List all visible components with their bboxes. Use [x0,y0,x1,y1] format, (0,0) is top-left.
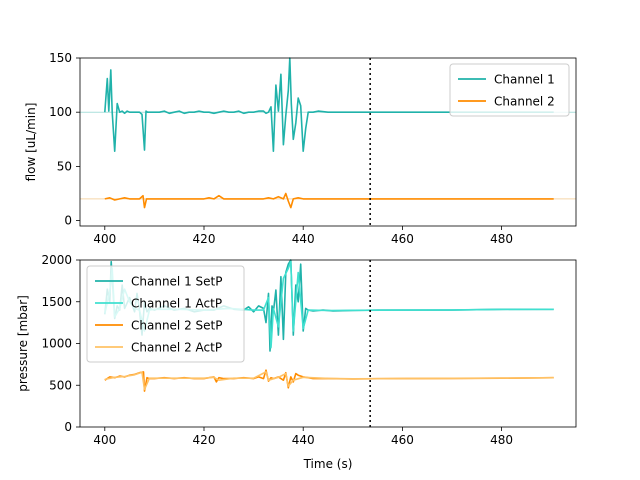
pressure-y-tick-label: 1500 [41,295,72,309]
flow-y-axis-label: flow [uL/min] [24,103,38,182]
flow-x-tick-label: 420 [193,232,216,246]
flow-x-tick-label: 400 [93,232,116,246]
pressure-series-line-3 [104,371,554,391]
time-x-axis-label: Time (s) [303,457,353,471]
pressure-x-tick-label: 400 [93,433,116,447]
flow-y-tick-label: 150 [49,51,72,65]
flow-legend-label: Channel 1 [494,73,555,87]
flow-legend: Channel 1 Channel 2 [449,63,570,117]
pressure-legend: Channel 1 SetP Channel 1 ActP Channel 2 Se… [86,265,245,363]
pressure-legend-label: Channel 2 ActP [131,341,222,355]
pressure-y-tick-label: 0 [64,420,72,434]
pressure-legend-label: Channel 2 SetP [131,319,222,333]
pressure-y-tick-label: 2000 [41,253,72,267]
flow-y-tick-label: 50 [57,159,72,173]
pressure-y-tick-label: 1000 [41,337,72,351]
flow-series-line-0 [104,57,554,152]
flow-x-tick-label: 480 [490,232,513,246]
pressure-legend-label: Channel 1 ActP [131,297,222,311]
pressure-legend-label: Channel 1 SetP [131,275,222,289]
pressure-x-tick-label: 480 [490,433,513,447]
flow-x-tick-label: 440 [292,232,315,246]
pressure-x-tick-label: 440 [292,433,315,447]
flow-y-tick-label: 0 [64,214,72,228]
flow-series-line-1 [104,192,554,209]
flow-axes-frame [79,57,577,227]
pressure-y-tick-label: 500 [49,378,72,392]
flow-y-tick-label: 100 [49,105,72,119]
pressure-subplot: 400 420 440 460 480 0 500 1000 1500 2000 pressur… [16,253,577,471]
pressure-y-axis-label: pressure [mbar] [16,295,30,392]
pressure-x-tick-label: 460 [391,433,414,447]
pressure-x-tick-label: 420 [193,433,216,447]
flow-x-tick-label: 460 [391,232,414,246]
flow-legend-box [449,63,570,117]
flow-legend-label: Channel 2 [494,95,555,109]
pressure-legend-box [86,265,245,363]
